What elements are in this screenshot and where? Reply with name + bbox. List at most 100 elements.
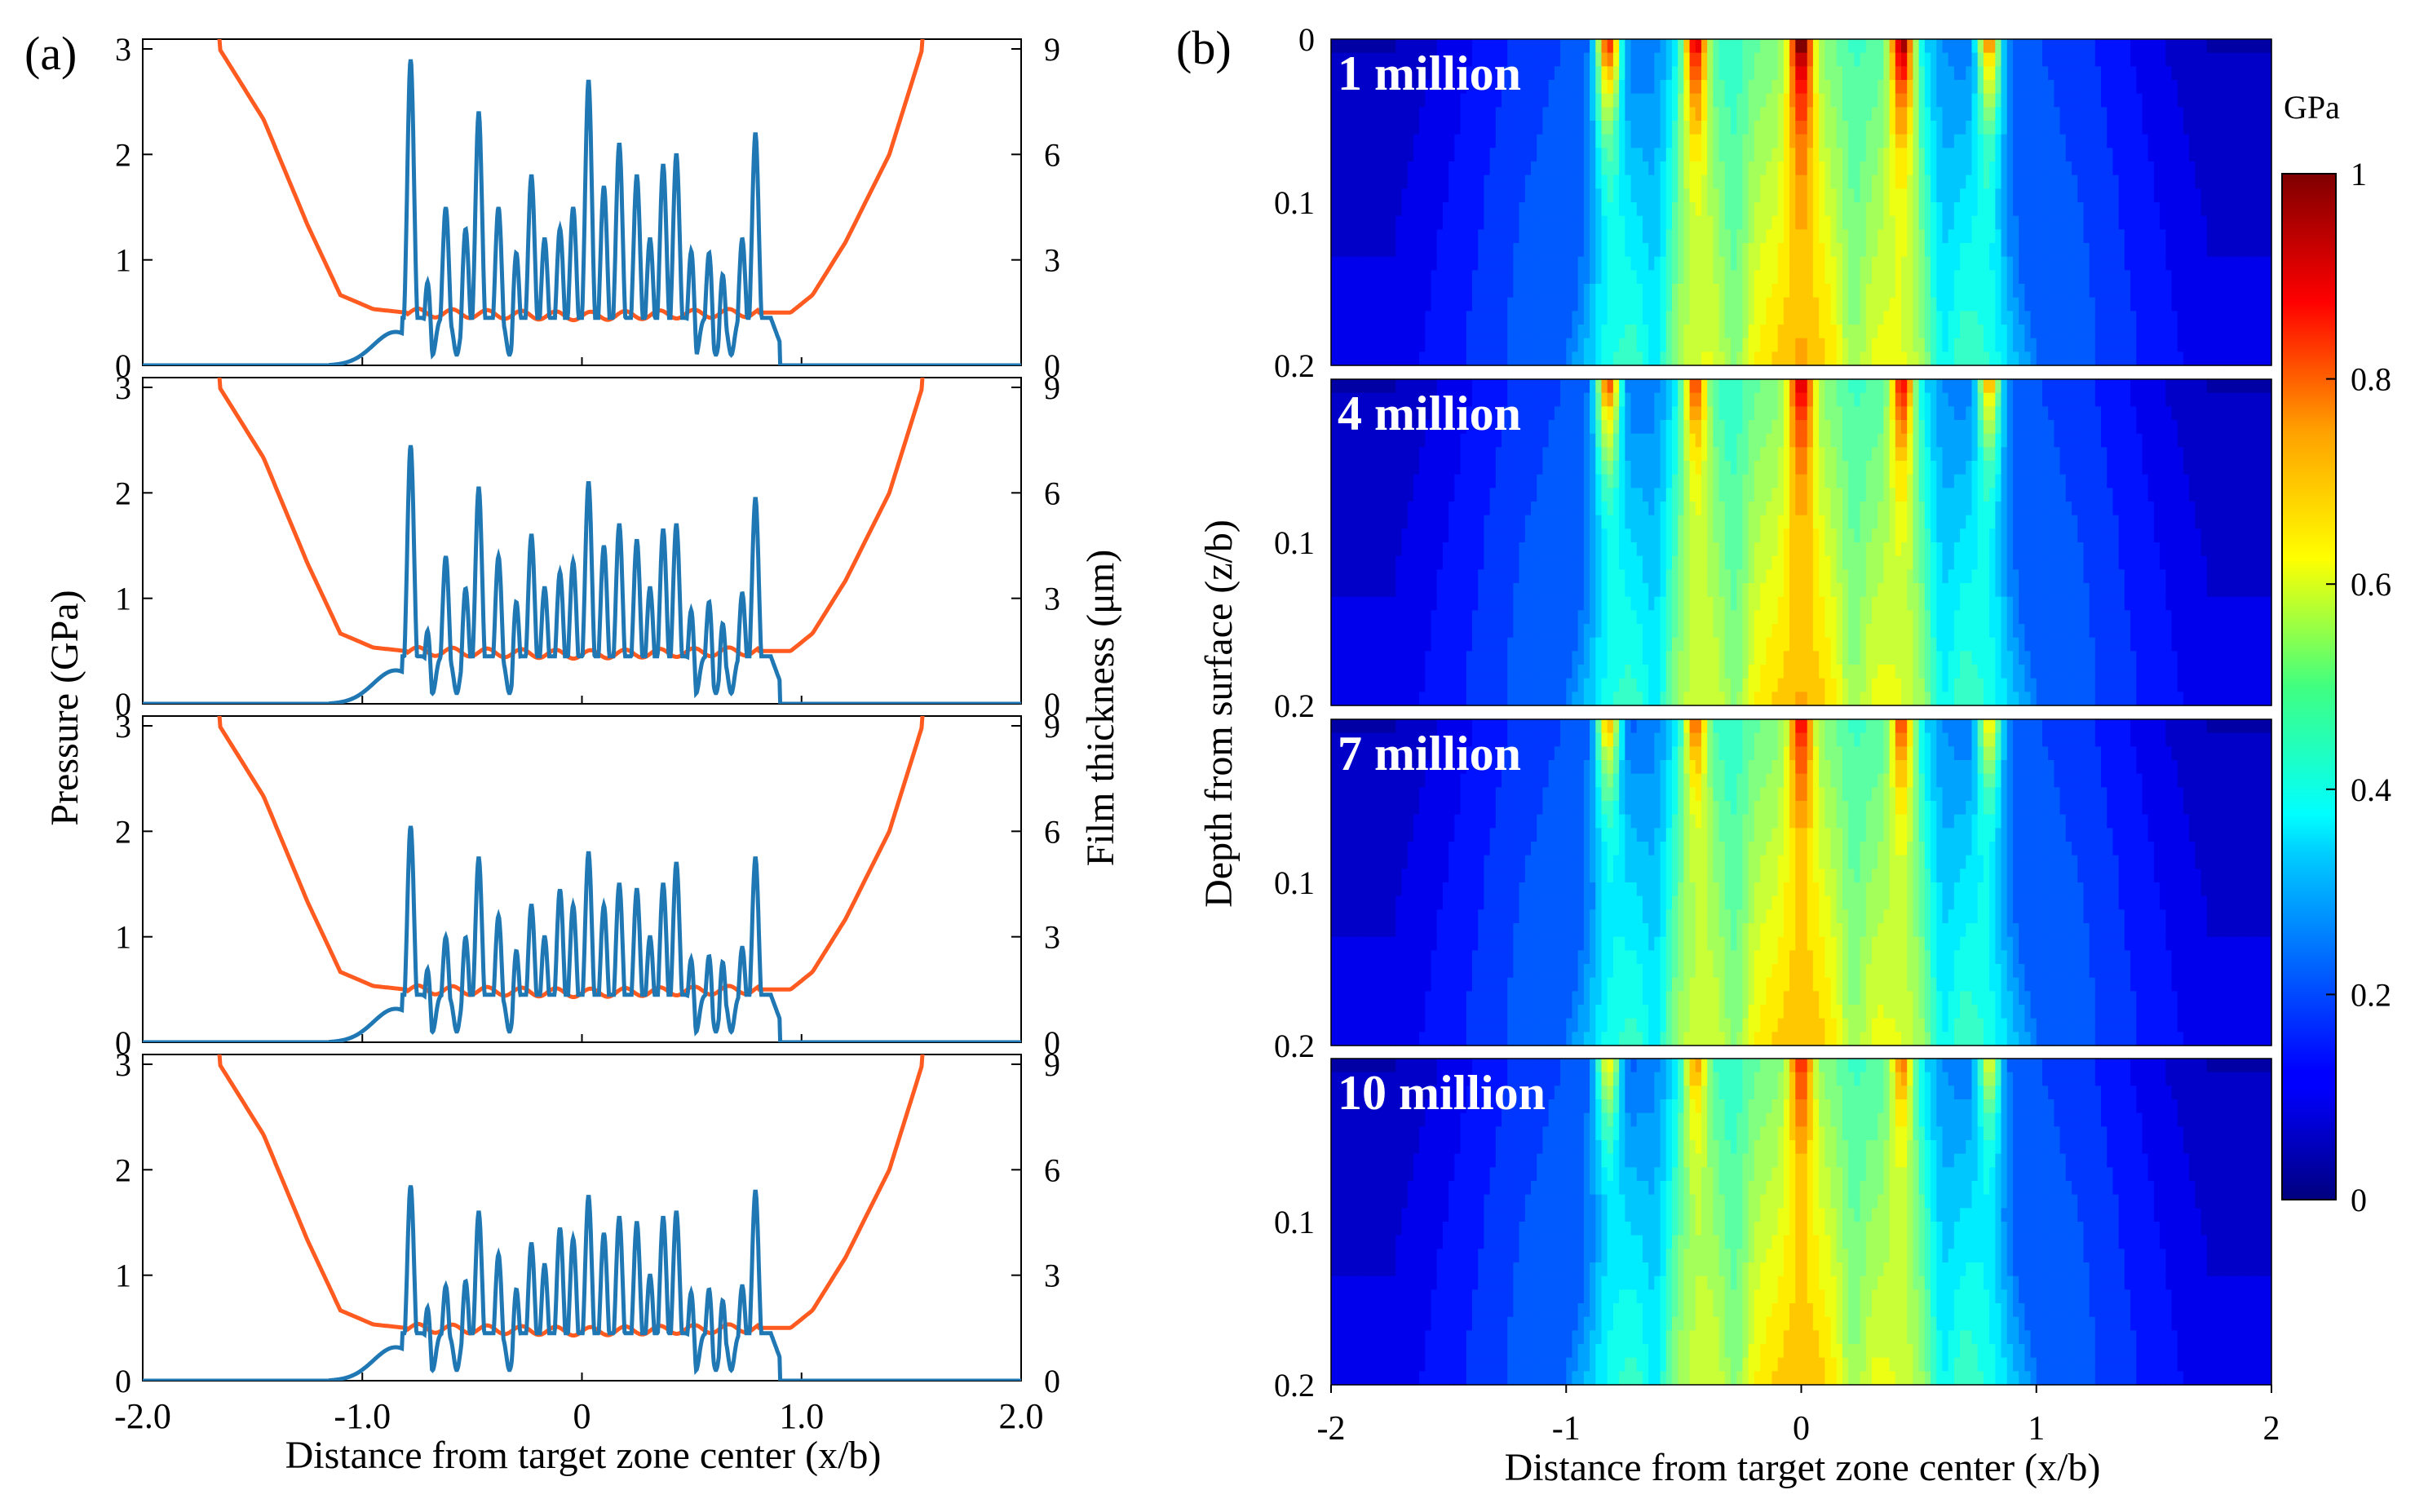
contour-cell [1577, 39, 1585, 54]
contour-cell [1619, 256, 1625, 271]
contour-cell [1484, 161, 1491, 176]
contour-cell [2118, 351, 2125, 366]
contour-cell [1931, 406, 1937, 421]
contour-cell [2259, 161, 2267, 176]
contour-cell [1442, 80, 1449, 95]
contour-cell [1748, 243, 1755, 258]
contour-cell [1625, 121, 1632, 135]
contour-cell [1566, 107, 1573, 122]
contour-cell [1977, 243, 1984, 258]
contour-cell [1401, 297, 1409, 312]
contour-cell [1572, 461, 1579, 475]
contour-cell [1519, 121, 1526, 135]
contour-cell [2195, 202, 2202, 217]
contour-cell [2065, 107, 2072, 122]
contour-cell [1531, 270, 1537, 285]
contour-cell [1378, 215, 1385, 230]
contour-cell [1354, 229, 1361, 244]
contour-cell [2041, 447, 2049, 462]
contour-cell [1342, 80, 1350, 95]
contour-cell [1878, 80, 1884, 95]
contour-cell [1442, 243, 1449, 258]
contour-cell [1989, 66, 1996, 81]
contour-cell [1348, 284, 1356, 298]
contour-cell [2195, 134, 2202, 148]
contour-cell [2130, 338, 2137, 352]
contour-cell [2077, 325, 2084, 339]
contour-cell [1489, 161, 1497, 176]
contour-cell [2107, 447, 2114, 462]
contour-cell [1871, 256, 1878, 271]
contour-cell [2041, 148, 2049, 162]
contour-cell [2094, 270, 2102, 285]
contour-cell [1501, 107, 1508, 122]
contour-cell [2254, 80, 2261, 95]
contour-cell [1971, 229, 1979, 244]
contour-cell [1977, 297, 1984, 312]
contour-cell [1865, 188, 1873, 203]
contour-cell [2183, 107, 2190, 122]
contour-cell [1654, 392, 1661, 407]
contour-cell [1983, 284, 1990, 298]
contour-cell [1612, 311, 1620, 325]
contour-cell [1654, 256, 1661, 271]
contour-cell [1789, 134, 1796, 148]
contour-cell [1548, 243, 1555, 258]
contour-cell [1577, 325, 1585, 339]
contour-cell [1372, 338, 1379, 352]
contour-cell [1724, 406, 1732, 421]
contour-cell [2089, 121, 2096, 135]
contour-cell [2224, 39, 2231, 54]
contour-cell [2230, 39, 2237, 54]
contour-cell [1331, 420, 1338, 435]
contour-cell [2054, 121, 2061, 135]
contour-cell [1425, 420, 1432, 435]
contour-cell [1454, 338, 1462, 352]
contour-cell [1542, 379, 1550, 394]
contour-cell [1607, 80, 1614, 95]
contour-cell [2224, 161, 2231, 176]
contour-cell [1566, 175, 1573, 189]
contour-cell [1454, 188, 1462, 203]
contour-cell [1337, 243, 1344, 258]
contour-cell [1783, 420, 1790, 435]
contour-cell [1419, 433, 1426, 448]
contour-cell [1878, 297, 1884, 312]
contour-cell [1607, 284, 1614, 298]
contour-cell [1542, 406, 1550, 421]
contour-cell [2118, 93, 2125, 108]
contour-cell [1860, 175, 1867, 189]
contour-cell [1830, 447, 1838, 462]
contour-cell [1924, 121, 1931, 135]
contour-cell [1366, 311, 1373, 325]
contour-cell [1977, 338, 1984, 352]
contour-cell [2077, 52, 2084, 67]
contour-cell [1742, 379, 1749, 394]
contour-cell [1812, 406, 1820, 421]
contour-cell [1742, 297, 1749, 312]
contour-cell [1701, 175, 1708, 189]
contour-cell [1560, 66, 1567, 81]
contour-cell [1713, 243, 1720, 258]
contour-cell [2101, 243, 2108, 258]
contour-cell [1771, 52, 1779, 67]
contour-cell [1519, 325, 1526, 339]
contour-cell [1895, 256, 1902, 271]
contour-cell [1436, 202, 1444, 217]
contour-cell [1507, 311, 1514, 325]
contour-cell [1431, 188, 1438, 203]
contour-cell [1348, 270, 1356, 285]
contour-cell [1630, 215, 1638, 230]
contour-cell [1960, 121, 1966, 135]
contour-cell [1777, 433, 1785, 448]
contour-cell [1671, 66, 1679, 81]
contour-cell [1572, 39, 1579, 54]
contour-cell [1771, 433, 1779, 448]
contour-cell [2094, 351, 2102, 366]
contour-cell [1942, 39, 1949, 54]
contour-cell [1572, 121, 1579, 135]
contour-cell [1878, 52, 1884, 67]
contour-cell [1830, 392, 1838, 407]
contour-cell [1883, 161, 1891, 176]
contour-cell [1860, 66, 1867, 81]
